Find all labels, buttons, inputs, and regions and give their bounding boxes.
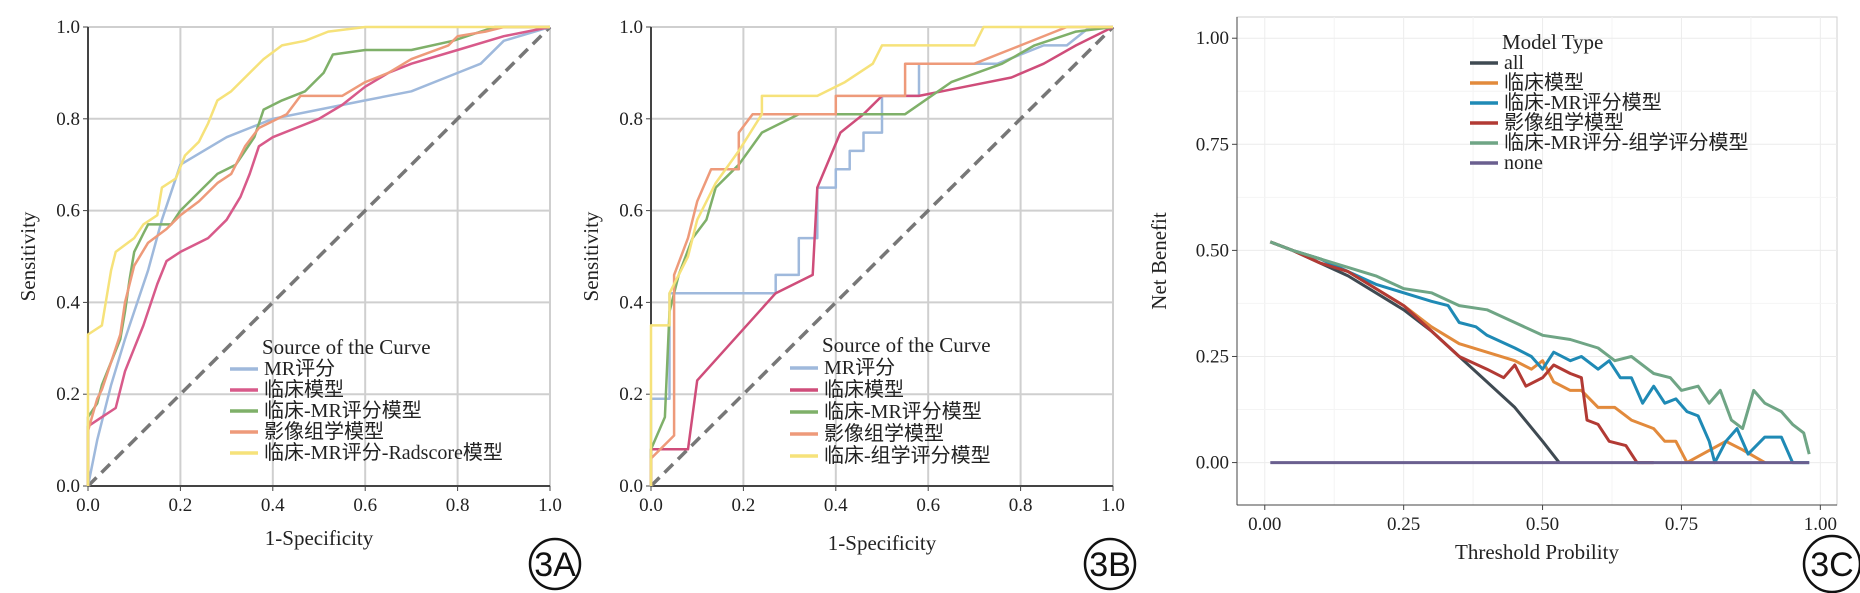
x-tick-label: 1.0: [538, 495, 562, 516]
series-line-1: [86, 25, 551, 487]
legend-label-4: 影像组学模型: [1504, 111, 1624, 134]
legend-label-3: 临床-MR评分模型: [264, 399, 422, 422]
x-tick-label: 0.8: [446, 495, 470, 516]
series-line-5: [1269, 240, 1811, 455]
series-line-4: [649, 25, 1113, 486]
x-tick-label: 0.25: [1387, 514, 1420, 535]
legend-label-5: 临床-组学评分模型: [824, 444, 991, 467]
chart-panel-3B: 0.0 0.2 0.4 0.6 0.8 1.0 0.0 0.2 0.4 0.6 0.8 1.0 1-Sp…: [579, 17, 1137, 591]
y-tick-label: 0.50: [1196, 240, 1229, 261]
x-tick-label: 0.2: [732, 495, 756, 516]
reference-diagonal-line: [649, 25, 1115, 488]
series-line-5: [86, 25, 550, 486]
x-axis-title: 1-Specificity: [265, 526, 374, 550]
panel-badge-label: 3A: [534, 546, 576, 584]
reference-diagonal-line: [86, 25, 552, 488]
panel-badge-label: 3B: [1089, 546, 1131, 584]
legend-label-1: all: [1504, 52, 1524, 74]
chart-panel-3C: 0.00 0.25 0.50 0.75 1.00 0.00 0.25 0.50 0.75 1.00…: [1147, 16, 1860, 593]
y-tick-label: 0.0: [619, 476, 643, 497]
y-tick-label: 0.00: [1196, 453, 1229, 474]
x-tick-label: 1.00: [1804, 514, 1837, 535]
legend-label-5: 临床-MR评分-Radscore模型: [264, 441, 503, 464]
x-tick-label: 0.4: [261, 495, 285, 516]
y-axis-title: Sensitivity: [16, 211, 40, 301]
series-line-3: [1269, 240, 1810, 465]
legend-label-4: 影像组学模型: [264, 420, 384, 443]
y-tick-label: 1.0: [619, 17, 643, 38]
x-tick-label: 0.00: [1248, 514, 1281, 535]
x-tick-label: 0.6: [916, 495, 940, 516]
series-line-4: [1269, 240, 1654, 465]
chart-panel-3A: 0.0 0.2 0.4 0.6 0.8 1.0 0.0 0.2 0.4 0.6 0.8 1.0 1-Sp…: [16, 17, 582, 591]
series-line-4: [86, 25, 550, 486]
y-tick-label: 0.6: [619, 201, 643, 222]
y-tick-label: 1.00: [1196, 28, 1229, 49]
legend-label-2: 临床模型: [1504, 71, 1584, 94]
x-tick-label: 0.6: [353, 495, 377, 516]
x-tick-label: 0.0: [76, 495, 100, 516]
legend-title: Model Type: [1502, 30, 1603, 54]
x-tick-label: 1.0: [1101, 495, 1125, 516]
y-tick-label: 1.0: [56, 17, 80, 38]
panel-badge-label: 3C: [1810, 546, 1853, 584]
series-line-3: [649, 25, 1114, 486]
x-tick-label: 0.4: [824, 495, 848, 516]
x-tick-label: 0.2: [169, 495, 193, 516]
legend-label-4: 影像组学模型: [824, 422, 944, 445]
y-tick-label: 0.4: [56, 292, 80, 313]
legend-label-2: 临床模型: [824, 378, 904, 401]
x-tick-label: 0.50: [1526, 514, 1559, 535]
legend-label-6: none: [1504, 152, 1543, 174]
y-tick-label: 0.4: [619, 292, 643, 313]
y-axis-title: Net Benefit: [1147, 212, 1171, 310]
x-axis-title: 1-Specificity: [828, 531, 937, 555]
legend-label-1: MR评分: [264, 357, 335, 380]
y-tick-label: 0.0: [56, 476, 80, 497]
x-axis-title: Threshold Probility: [1455, 540, 1619, 564]
panel-badge-circle: [528, 537, 582, 591]
y-tick-label: 0.2: [56, 384, 80, 405]
panel-badge-circle: [1083, 537, 1137, 591]
legend-label-1: MR评分: [824, 356, 895, 379]
x-tick-label: 0.8: [1009, 495, 1033, 516]
panel-badge-circle: [1802, 534, 1860, 593]
legend-title: Source of the Curve: [262, 335, 431, 359]
legend-label-2: 临床模型: [264, 378, 344, 401]
y-tick-label: 0.2: [619, 384, 643, 405]
legend-label-5: 临床-MR评分-组学评分模型: [1504, 131, 1748, 154]
legend-title: Source of the Curve: [822, 333, 991, 357]
series-line-2: [649, 25, 1114, 486]
y-tick-label: 0.8: [619, 109, 643, 130]
y-tick-label: 0.75: [1196, 134, 1229, 155]
y-tick-label: 0.25: [1196, 346, 1229, 367]
y-axis-title: Sensitivity: [579, 211, 603, 301]
x-tick-label: 0.75: [1665, 514, 1698, 535]
x-tick-label: 0.0: [639, 495, 663, 516]
legend-label-3: 临床-MR评分模型: [1504, 91, 1662, 114]
legend-label-3: 临床-MR评分模型: [824, 400, 982, 423]
y-tick-label: 0.8: [56, 109, 80, 130]
y-tick-label: 0.6: [56, 201, 80, 222]
series-line-5: [649, 25, 1113, 486]
